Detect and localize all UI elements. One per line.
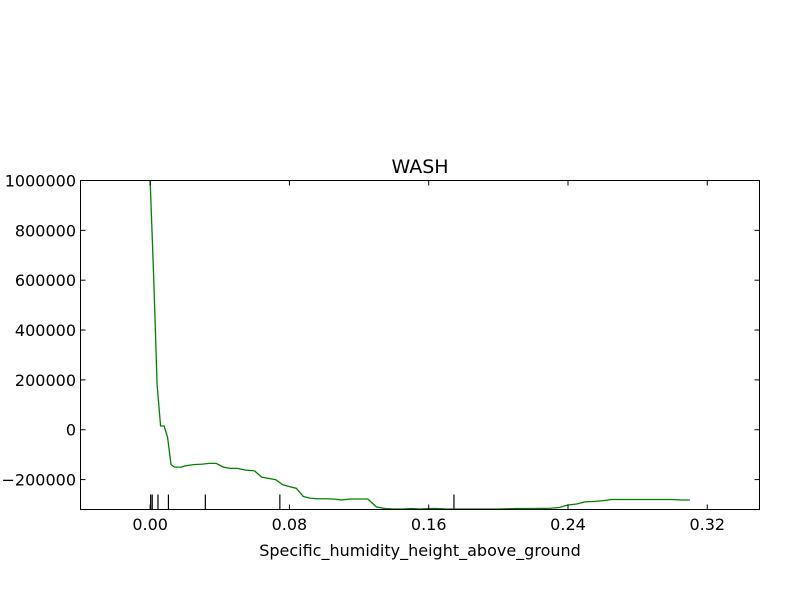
- y-tick-label: 800000: [15, 221, 76, 240]
- y-tick-label: 400000: [15, 321, 76, 340]
- y-tick-label: 200000: [15, 371, 76, 390]
- plot-area: [149, 180, 690, 510]
- axes-frame: [80, 180, 760, 510]
- x-tick-label: 0.16: [411, 515, 447, 534]
- x-tick-label: 0.00: [132, 515, 168, 534]
- y-tick-label: 1000000: [5, 172, 76, 191]
- chart-title: WASH: [391, 156, 448, 178]
- series-line: [149, 180, 690, 510]
- x-axis-label: Specific_humidity_height_above_ground: [259, 541, 581, 561]
- y-tick-label: −200000: [2, 471, 76, 490]
- y-tick-label: 0: [66, 421, 76, 440]
- x-tick-label: 0.08: [272, 515, 308, 534]
- y-tick-label: 600000: [15, 271, 76, 290]
- x-tick-label: 0.24: [550, 515, 586, 534]
- x-tick-label: 0.32: [689, 515, 725, 534]
